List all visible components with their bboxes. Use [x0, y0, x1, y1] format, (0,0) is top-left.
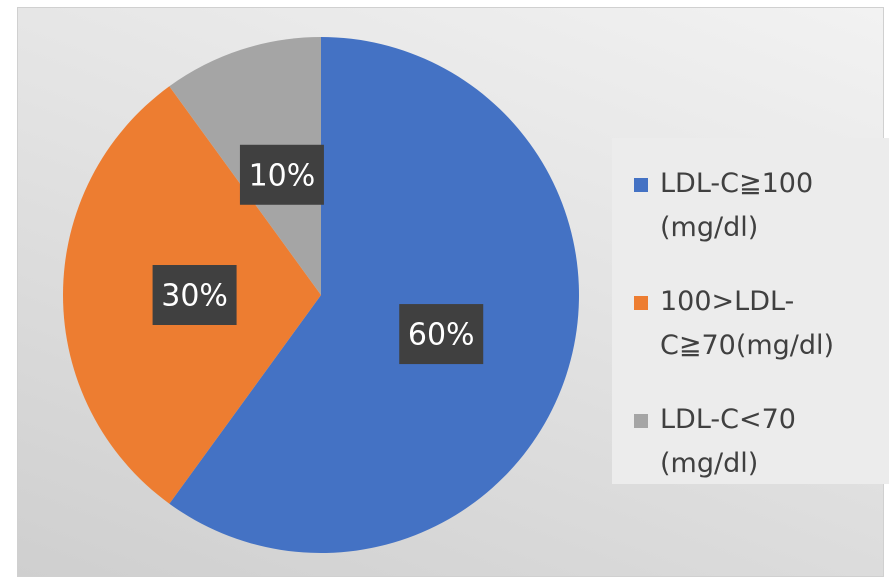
legend-swatch [634, 296, 648, 310]
data-label: 10% [249, 158, 316, 193]
data-label-box [239, 144, 324, 205]
legend: LDL-C≧100 (mg/dl) 100>LDL-C≧70(mg/dl) LDL-… [612, 138, 889, 484]
legend-entry: LDL-C<70 (mg/dl) [634, 398, 889, 486]
data-label-box [399, 304, 484, 365]
legend-label: LDL-C≧100 (mg/dl) [660, 168, 814, 243]
legend-swatch [634, 178, 648, 192]
legend-entry: LDL-C≧100 (mg/dl) [634, 162, 889, 250]
data-label-box [152, 265, 237, 325]
data-label: 30% [161, 279, 228, 314]
legend-label: 100>LDL-C≧70(mg/dl) [660, 286, 835, 361]
legend-swatch [634, 414, 648, 428]
pie-slice [169, 37, 580, 553]
legend-entry: 100>LDL-C≧70(mg/dl) [634, 280, 889, 368]
legend-label: LDL-C<70 (mg/dl) [660, 404, 796, 479]
data-label: 60% [408, 318, 475, 353]
